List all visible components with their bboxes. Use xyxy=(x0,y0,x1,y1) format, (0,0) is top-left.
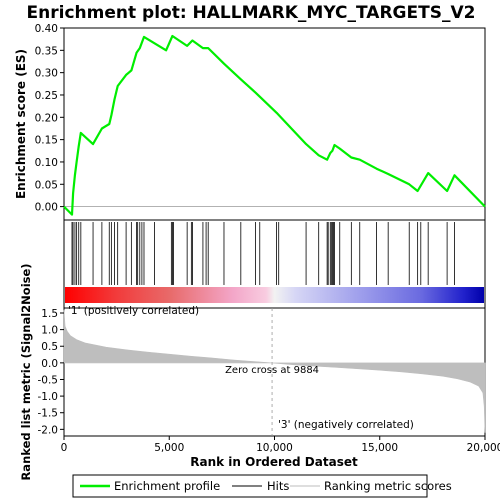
legend-enrichment-label: Enrichment profile xyxy=(114,479,220,493)
metric-y-tick-label: -0.5 xyxy=(38,374,59,386)
x-axis-title: Rank in Ordered Dataset xyxy=(190,455,358,469)
x-tick-label: 15,000 xyxy=(361,442,398,454)
metric-y-tick-label: -1.5 xyxy=(38,408,59,420)
es-y-tick-label: 0.20 xyxy=(35,112,58,124)
metric-y-tick-label: 0.5 xyxy=(41,341,58,353)
x-tick-label: 5,000 xyxy=(154,442,184,454)
chart-title: Enrichment plot: HALLMARK_MYC_TARGETS_V2 xyxy=(27,3,476,23)
es-y-tick-label: 0.30 xyxy=(35,68,58,80)
legend: Enrichment profile Hits Ranking metric s… xyxy=(72,474,452,498)
metric-y-tick-label: 1.0 xyxy=(41,325,58,337)
metric-y-tick-label: -2.0 xyxy=(38,424,59,436)
metric-y-tick-label: 1.5 xyxy=(41,308,58,320)
rank-color-bar xyxy=(65,287,484,303)
enrichment-profile-line xyxy=(63,34,486,216)
es-y-tick-label: 0.05 xyxy=(35,179,58,191)
zero-cross-marker: Zero cross at 9884 xyxy=(225,308,319,436)
metric-y-tick-label: 0.0 xyxy=(41,358,58,370)
es-y-tick-label: 0.40 xyxy=(35,23,58,35)
hits-markers xyxy=(71,222,455,285)
es-panel-frame xyxy=(63,27,486,221)
es-y-tick-label: 0.00 xyxy=(35,202,58,214)
metric-y-tick-label: -1.0 xyxy=(38,391,59,403)
es-y-axis-title: Enrichment score (ES) xyxy=(14,49,28,199)
metric-y-axis: -2.0 -1.5 -1.0 -0.5 0.0 0.5 1.0 1.5 xyxy=(38,308,64,436)
ranking-metric-series xyxy=(63,309,486,433)
x-tick-label: 20,000 xyxy=(467,442,500,454)
ranking-metric-area xyxy=(63,309,486,433)
negatively-correlated-label: '3' (negatively correlated) xyxy=(278,419,414,431)
enrichment-profile-series xyxy=(63,34,486,216)
es-y-tick-label: 0.15 xyxy=(35,135,58,147)
es-y-tick-label: 0.35 xyxy=(35,45,58,57)
positively-correlated-label: '1' (positively correlated) xyxy=(68,305,199,317)
x-tick-label: 0 xyxy=(61,442,68,454)
legend-hits-label: Hits xyxy=(267,479,289,493)
es-y-tick-label: 0.25 xyxy=(35,90,58,102)
metric-y-axis-title: Ranked list metric (Signal2Noise) xyxy=(19,263,33,480)
rank-color-gradient xyxy=(65,287,484,303)
x-axis: 0 5,000 10,000 15,000 20,000 xyxy=(61,436,500,454)
zero-cross-label: Zero cross at 9884 xyxy=(225,365,319,376)
legend-metric-label: Ranking metric scores xyxy=(324,479,452,493)
es-y-axis: 0.00 0.05 0.10 0.15 0.20 0.25 0.30 0.35 0.40 xyxy=(35,23,64,214)
x-tick-label: 10,000 xyxy=(256,442,293,454)
es-y-tick-label: 0.10 xyxy=(35,157,58,169)
